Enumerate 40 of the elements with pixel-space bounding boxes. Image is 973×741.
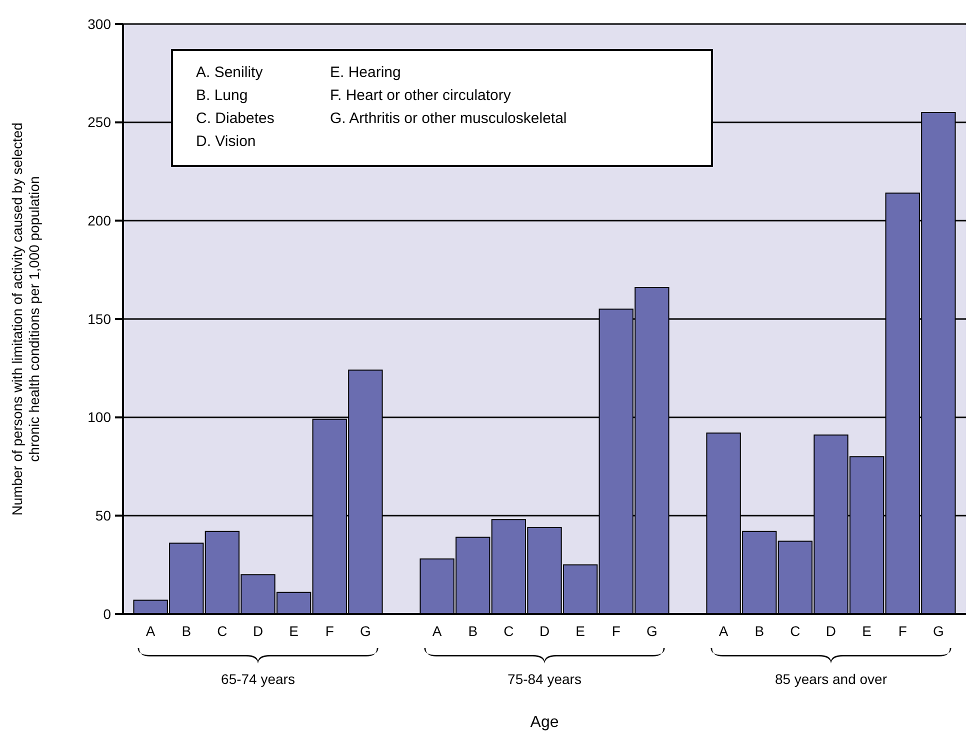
x-axis-title: Age [530, 714, 559, 731]
y-tick-label: 100 [88, 409, 112, 426]
x-tick-label: C [217, 623, 228, 639]
x-tick-label: B [754, 623, 764, 639]
x-tick-label: F [898, 623, 907, 639]
y-tick-label: 250 [88, 114, 112, 130]
x-tick-label: A [432, 623, 442, 639]
x-tick-label: E [289, 623, 298, 639]
x-tick-label: G [932, 623, 944, 639]
text: 75-84 years [508, 671, 582, 687]
x-tick-label: F [612, 623, 620, 639]
x-tick-label: F [325, 623, 334, 639]
x-tick-label: D [539, 623, 550, 639]
annotation: A. Senility [196, 64, 264, 81]
x-tick-label: G [360, 623, 371, 639]
y-tick-label: 0 [103, 606, 112, 622]
y-axis-title: Number of persons with limitation of activity caused by selected chronic health conditions per 1,000 population [9, 122, 42, 516]
y-tick-label: 150 [88, 310, 112, 327]
annotation: E. Hearing [330, 64, 401, 81]
x-tick-label: C [504, 623, 514, 639]
annotation: B. Lung [196, 87, 248, 104]
y-tick-label: 300 [88, 16, 112, 32]
x-tick-label: C [790, 623, 800, 639]
x-tick-label: A [146, 623, 156, 639]
annotation: F. Heart or other circulatory [330, 87, 512, 104]
y-tick-label: 50 [95, 508, 112, 524]
x-tick-label: B [468, 623, 478, 639]
annotation: G. Arthritis or other musculoskeletal [330, 110, 567, 127]
x-tick-label: B [182, 623, 192, 639]
x-tick-label: D [252, 623, 264, 639]
text: 65-74 years [221, 671, 295, 687]
y-tick-label: 200 [88, 212, 112, 229]
annotation: C. Diabetes [196, 110, 274, 127]
x-tick-label: G [646, 623, 658, 639]
text: 85 years and over [774, 671, 888, 687]
x-tick-label: A [718, 623, 729, 639]
x-tick-label: D [826, 623, 836, 639]
annotation: D. Vision [196, 133, 256, 150]
x-tick-label: E [576, 623, 585, 639]
x-tick-label: E [862, 623, 872, 639]
